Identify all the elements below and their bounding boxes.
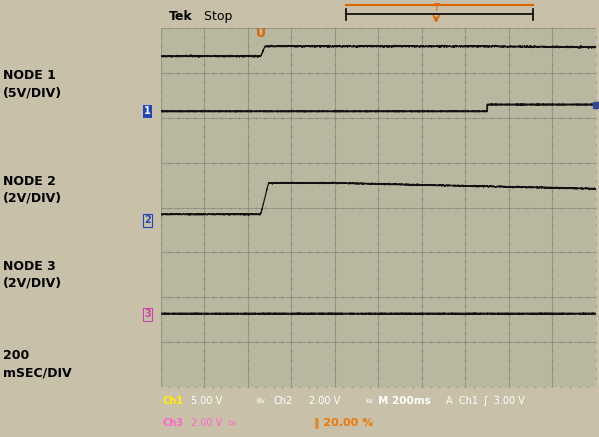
Text: 5.00 V: 5.00 V	[191, 396, 222, 406]
Text: NODE 1
(5V/DIV): NODE 1 (5V/DIV)	[3, 69, 62, 99]
Text: 2.00 V: 2.00 V	[191, 418, 222, 428]
Text: NODE 2
(2V/DIV): NODE 2 (2V/DIV)	[3, 175, 62, 205]
Text: Ch1: Ch1	[163, 396, 184, 406]
Text: Bv: Bv	[256, 398, 265, 404]
Text: Ch3: Ch3	[163, 418, 184, 428]
Text: kv: kv	[365, 398, 373, 404]
Text: A  Ch1  ʃ  3.00 V: A Ch1 ʃ 3.00 V	[446, 396, 525, 406]
Text: Stop: Stop	[199, 10, 232, 24]
Text: Tek: Tek	[170, 10, 193, 24]
Text: U: U	[256, 27, 266, 40]
Text: bv: bv	[228, 420, 237, 426]
Text: NODE 3
(2V/DIV): NODE 3 (2V/DIV)	[3, 260, 62, 290]
Text: 200
mSEC/DIV: 200 mSEC/DIV	[3, 349, 72, 379]
Text: 3: 3	[144, 309, 151, 319]
Text: ‖ 20.00 %: ‖ 20.00 %	[314, 419, 373, 430]
Text: Ch2: Ch2	[274, 396, 293, 406]
Text: 1: 1	[144, 106, 151, 116]
Text: 2.00 V: 2.00 V	[308, 396, 340, 406]
Text: T: T	[433, 3, 439, 13]
Text: M 200ms: M 200ms	[379, 396, 431, 406]
Text: 2: 2	[144, 215, 151, 225]
